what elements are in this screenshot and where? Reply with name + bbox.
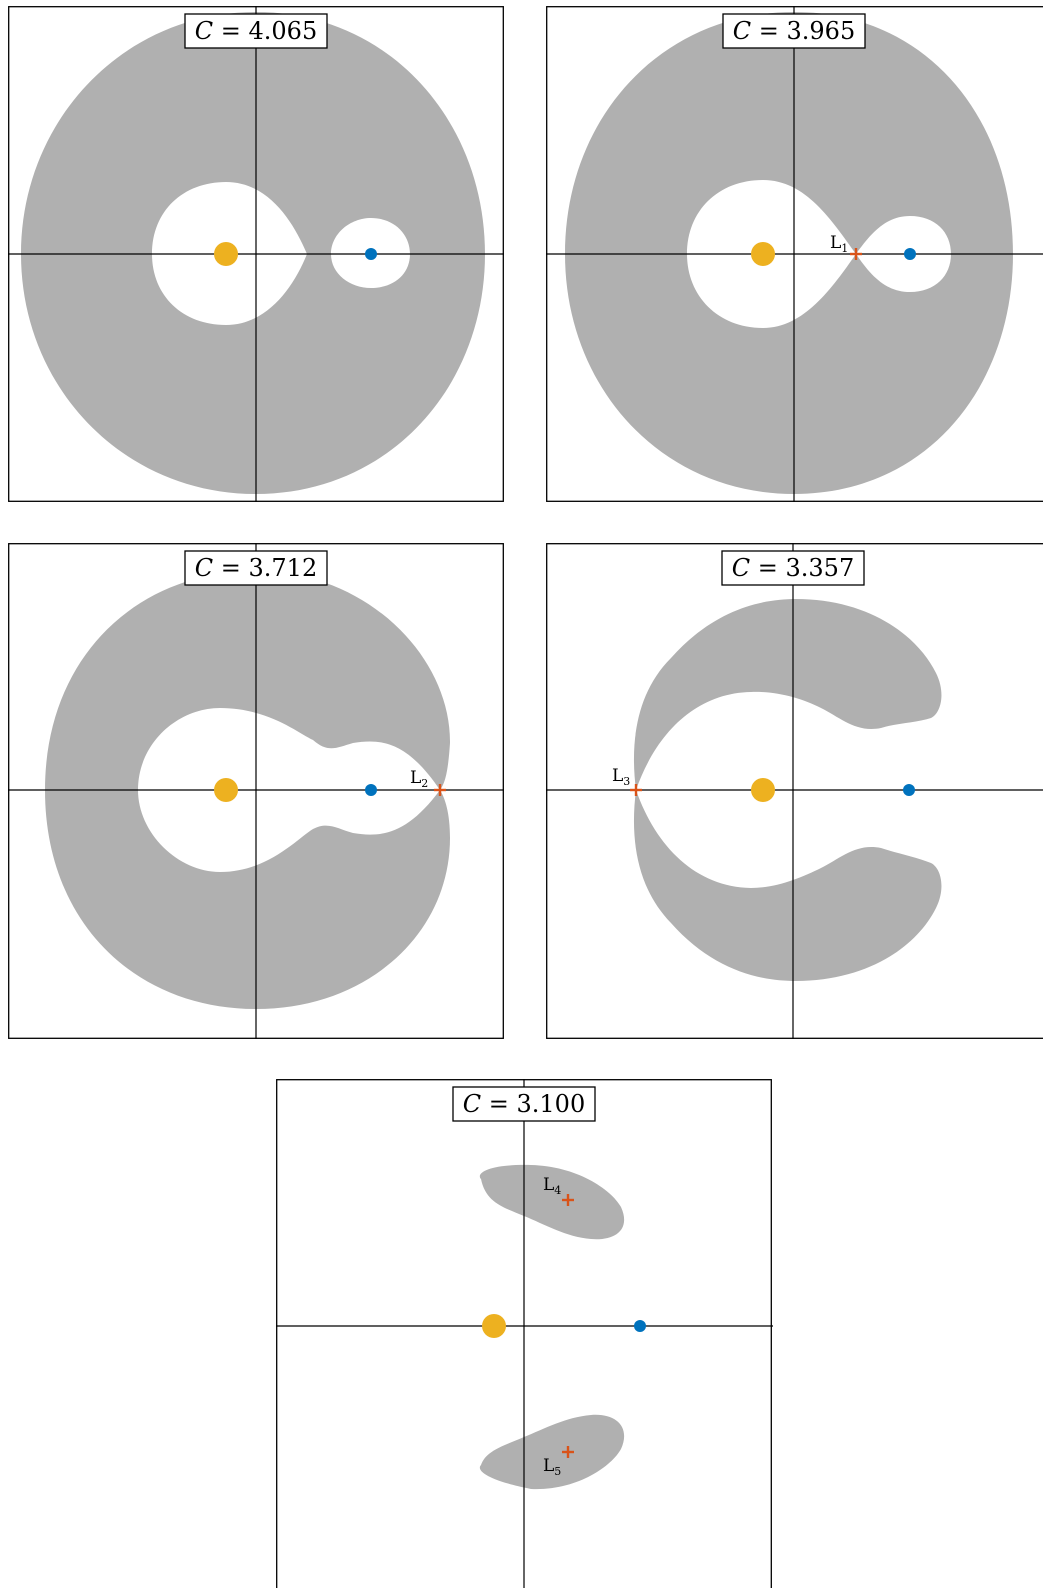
panel-c-4065: C = 4.065 bbox=[8, 6, 504, 502]
plot-frame bbox=[546, 6, 1043, 502]
panel-c-3357: L3 C = 3.357 bbox=[546, 543, 1043, 1039]
forbidden-region bbox=[21, 12, 485, 494]
secondary-body bbox=[365, 248, 377, 260]
forbidden-region-upper bbox=[479, 1164, 625, 1240]
lagrange-point-l2 bbox=[434, 784, 446, 796]
primary-body bbox=[214, 778, 238, 802]
l5-label: L5 bbox=[543, 1456, 561, 1478]
c-label-box bbox=[721, 550, 865, 586]
l3-label: L3 bbox=[612, 766, 630, 788]
secondary-body bbox=[904, 248, 916, 260]
forbidden-region bbox=[45, 571, 451, 1009]
lagrange-point-l3 bbox=[630, 784, 642, 796]
l4-label: L4 bbox=[543, 1175, 561, 1197]
forbidden-region-lower bbox=[479, 1414, 625, 1490]
c-label: C = 3.712 bbox=[195, 554, 317, 582]
panel-c-3965: L1 C = 3.965 bbox=[546, 6, 1043, 502]
plot-frame bbox=[8, 543, 504, 1039]
secondary-body bbox=[903, 784, 915, 796]
l2-label: L2 bbox=[410, 768, 428, 790]
c-label-box bbox=[184, 13, 328, 49]
c-label-box bbox=[184, 550, 328, 586]
forbidden-region-upper bbox=[633, 599, 942, 790]
forbidden-region bbox=[565, 12, 1013, 494]
c-label-box bbox=[452, 1086, 596, 1122]
lagrange-point-l1 bbox=[850, 248, 862, 260]
secondary-body bbox=[365, 784, 377, 796]
c-label-box bbox=[722, 13, 866, 49]
primary-body bbox=[482, 1314, 506, 1338]
secondary-body bbox=[634, 1320, 646, 1332]
primary-body bbox=[214, 242, 238, 266]
plot-frame bbox=[276, 1079, 772, 1588]
primary-body bbox=[751, 778, 775, 802]
panel-c-3712: L2 C = 3.712 bbox=[8, 543, 504, 1039]
c-label: C = 4.065 bbox=[195, 17, 317, 45]
forbidden-region-lower bbox=[633, 790, 942, 981]
lagrange-point-l4 bbox=[562, 1194, 574, 1206]
plot-frame bbox=[546, 543, 1043, 1039]
l1-label: L1 bbox=[830, 233, 848, 255]
plot-frame bbox=[8, 6, 504, 502]
panel-c-3100: L4 L5 C = 3.100 bbox=[276, 1079, 773, 1588]
lagrange-point-l5 bbox=[562, 1446, 574, 1458]
c-label: C = 3.100 bbox=[463, 1090, 585, 1118]
c-label: C = 3.357 bbox=[732, 554, 854, 582]
primary-body bbox=[751, 242, 775, 266]
c-label: C = 3.965 bbox=[733, 17, 855, 45]
